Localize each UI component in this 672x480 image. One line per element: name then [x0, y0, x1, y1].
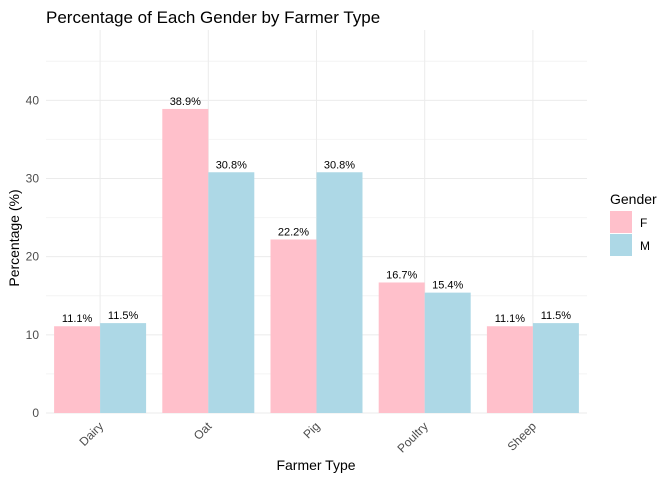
bar-F-oat — [162, 108, 209, 414]
y-axis-ticks: 0 10 20 30 40 — [26, 93, 40, 420]
bar-F-pig — [270, 239, 317, 413]
bar-F-dairy — [54, 326, 101, 413]
bar-label: 22.2% — [278, 226, 309, 238]
bar-label: 11.1% — [495, 313, 526, 325]
x-tick-label: Oat — [191, 419, 215, 443]
legend-title: Gender — [610, 191, 657, 207]
bars — [54, 108, 579, 414]
x-axis-ticks: Dairy Oat Pig Poultry Sheep — [77, 419, 540, 456]
bar-M-dairy — [100, 323, 147, 413]
bar-F-sheep — [486, 326, 533, 413]
bar-label: 11.1% — [62, 313, 93, 325]
bar-M-pig — [316, 172, 363, 413]
chart-title: Percentage of Each Gender by Farmer Type — [46, 8, 380, 27]
bar-labels: 11.1% 38.9% 22.2% 16.7% 11.1% 11.5% 30.8% 30.8%… — [62, 96, 571, 325]
y-axis-title: Percentage (%) — [6, 189, 22, 286]
bar-M-oat — [208, 172, 255, 413]
bar-label: 30.8% — [216, 159, 247, 171]
bar-label: 11.5% — [108, 310, 139, 322]
x-tick-label: Poultry — [395, 419, 431, 455]
bar-F-poultry — [378, 282, 425, 413]
y-tick-label: 40 — [26, 93, 40, 107]
bar-label: 11.5% — [541, 310, 572, 322]
x-axis-title: Farmer Type — [276, 457, 355, 473]
bar-label: 30.8% — [324, 159, 355, 171]
y-tick-label: 0 — [32, 406, 39, 420]
y-tick-label: 10 — [26, 328, 40, 342]
x-tick-label: Pig — [300, 419, 322, 441]
legend-label: M — [640, 239, 650, 253]
x-tick-label: Dairy — [77, 419, 107, 449]
bar-label: 15.4% — [432, 280, 463, 292]
bar-label: 38.9% — [170, 96, 201, 108]
x-tick-label: Sheep — [505, 419, 540, 454]
bar-M-poultry — [424, 292, 471, 413]
bar-M-sheep — [532, 323, 579, 413]
legend-key-F — [610, 211, 632, 233]
legend: Gender FM — [610, 191, 657, 256]
bar-label: 16.7% — [386, 269, 417, 281]
legend-key-M — [610, 234, 632, 256]
legend-label: F — [640, 216, 647, 230]
y-tick-label: 20 — [26, 250, 40, 264]
y-tick-label: 30 — [26, 172, 40, 186]
